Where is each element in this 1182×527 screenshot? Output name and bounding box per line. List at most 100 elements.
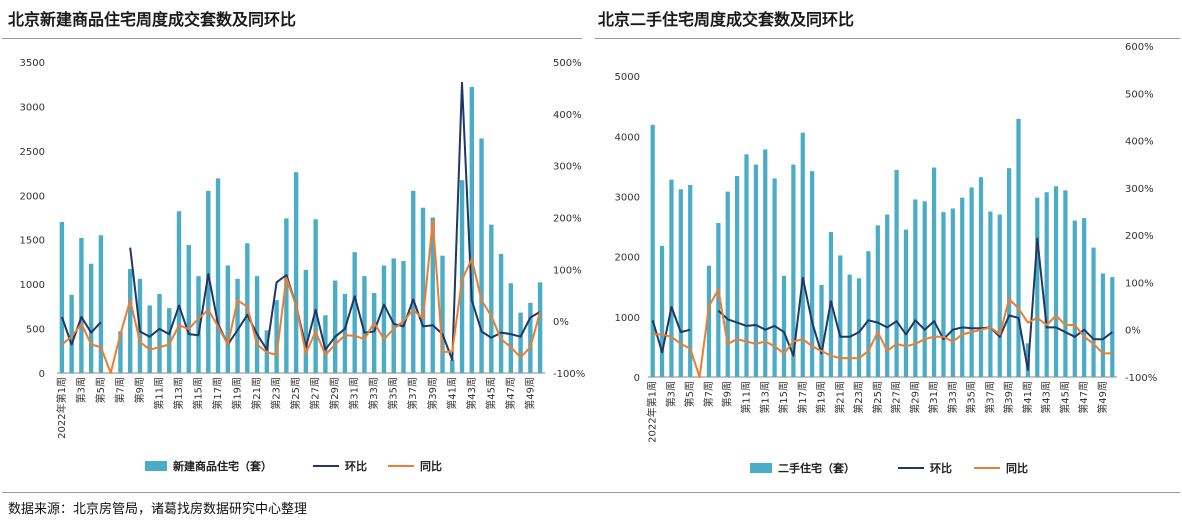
mom-line xyxy=(60,81,541,361)
bar xyxy=(332,280,338,373)
x-tick-label: 第27周 xyxy=(309,377,322,410)
bar xyxy=(1063,190,1068,377)
x-tick-label: 第13周 xyxy=(172,377,185,410)
x-tick-label: 2022年第1周 xyxy=(55,377,68,439)
bar xyxy=(323,315,328,373)
yoy-line xyxy=(61,219,542,374)
bar xyxy=(725,191,730,377)
x-tick-label: 第39周 xyxy=(1002,381,1015,414)
bar xyxy=(678,189,683,377)
chart1-svg: 0 500 1000 1500 2000 2500 3000 3500 -100% 0% 100% 2… xyxy=(20,58,586,473)
bar xyxy=(79,237,84,373)
x-tick-label: 第37周 xyxy=(406,377,419,410)
bar xyxy=(147,305,152,373)
bar xyxy=(819,284,824,377)
bar xyxy=(313,219,318,373)
x-tick-label: 第23周 xyxy=(852,381,865,414)
y-left-tick-label: 1000 xyxy=(615,313,640,324)
bar xyxy=(284,218,289,373)
bar xyxy=(215,178,221,373)
x-tick-label: 第19周 xyxy=(815,381,828,414)
bar xyxy=(59,221,65,373)
y-left-tick-label: 500 xyxy=(26,325,45,336)
y-right-tick-label: 600% xyxy=(1125,42,1154,53)
y-left-tick-label: 3000 xyxy=(615,192,640,203)
bar xyxy=(1016,118,1021,377)
y-left-tick-label: 1500 xyxy=(20,236,45,247)
bar xyxy=(128,269,133,373)
x-tick-label: 第7周 xyxy=(113,377,126,403)
legend-yoy-label: 同比 xyxy=(420,459,442,473)
x-tick-label: 第29周 xyxy=(908,381,921,414)
bar xyxy=(772,178,777,377)
x-tick-label: 第7周 xyxy=(702,381,715,407)
bar xyxy=(969,187,974,377)
bar xyxy=(997,214,1002,377)
bar xyxy=(254,276,260,373)
y-right-tick-label: 400% xyxy=(1125,137,1154,148)
x-tick-label: 第41周 xyxy=(1021,381,1034,414)
x-tick-label: 第25周 xyxy=(289,377,302,410)
bar xyxy=(856,278,862,377)
y-left-tick-label: 2000 xyxy=(615,253,640,264)
bar xyxy=(903,229,909,377)
y-left-tick-label: 0 xyxy=(634,373,640,384)
x-tick-label: 第11周 xyxy=(152,377,165,410)
bar xyxy=(1053,186,1059,377)
bar xyxy=(659,245,665,377)
bar xyxy=(1082,218,1087,377)
bar xyxy=(440,255,445,373)
bar xyxy=(753,164,758,377)
data-source-note: 数据来源：北京房管局，诸葛找房数据研究中心整理 xyxy=(8,502,308,517)
bar xyxy=(303,269,309,373)
legend-bar-swatch xyxy=(750,463,772,473)
bar xyxy=(931,167,937,377)
legend-yoy-label: 同比 xyxy=(1006,461,1028,475)
bar xyxy=(537,282,543,373)
legend-bar-label: 新建商品住宅（套） xyxy=(173,459,272,473)
y-right-tick-label: 200% xyxy=(553,214,582,225)
x-tick-label: 第21周 xyxy=(833,381,846,414)
y-right-tick-label: 0% xyxy=(553,317,569,328)
bar xyxy=(1072,220,1077,377)
bar xyxy=(362,276,367,373)
bar xyxy=(706,265,712,377)
x-tick-label: 第33周 xyxy=(946,381,959,414)
y-left-tick-label: 4000 xyxy=(615,132,640,143)
x-tick-label: 第23周 xyxy=(270,377,283,410)
x-tick-label: 第43周 xyxy=(1040,381,1053,414)
bar xyxy=(528,302,533,373)
x-tick-label: 第45周 xyxy=(484,377,497,410)
bar xyxy=(401,261,406,373)
y-left-tick-label: 2500 xyxy=(20,147,45,158)
bar xyxy=(688,185,693,377)
bar xyxy=(274,300,279,373)
x-tick-label: 第29周 xyxy=(328,377,341,410)
x-tick-label: 第43周 xyxy=(465,377,478,410)
legend-mom-label: 环比 xyxy=(345,459,367,473)
bar xyxy=(1035,197,1040,377)
chart2-svg: 0 1000 2000 3000 4000 5000 -100% 0% 100% 200% 300%… xyxy=(615,42,1158,475)
y-left-tick-label: 2000 xyxy=(20,191,45,202)
bar xyxy=(800,132,805,377)
mom-line xyxy=(651,237,1113,371)
x-tick-label: 第19周 xyxy=(231,377,244,410)
bar xyxy=(781,275,787,377)
bar xyxy=(1044,192,1049,377)
bar xyxy=(894,169,899,377)
bar xyxy=(372,293,377,373)
legend-mom-label: 环比 xyxy=(930,461,952,475)
bar xyxy=(838,255,843,377)
bar xyxy=(650,124,655,377)
y-right-tick-label: 500% xyxy=(1125,89,1154,100)
x-tick-label: 第3周 xyxy=(74,377,87,403)
x-tick-label: 第37周 xyxy=(983,381,996,414)
x-tick-label: 第49周 xyxy=(523,377,536,410)
bar xyxy=(866,251,871,377)
bar xyxy=(1110,277,1115,377)
bar xyxy=(1007,168,1012,377)
x-tick-label: 第11周 xyxy=(739,381,752,414)
legend-bar-label: 二手住宅（套） xyxy=(778,461,855,475)
x-tick-label: 2022年第1周 xyxy=(646,381,659,443)
y-right-tick-label: 300% xyxy=(1125,184,1154,195)
